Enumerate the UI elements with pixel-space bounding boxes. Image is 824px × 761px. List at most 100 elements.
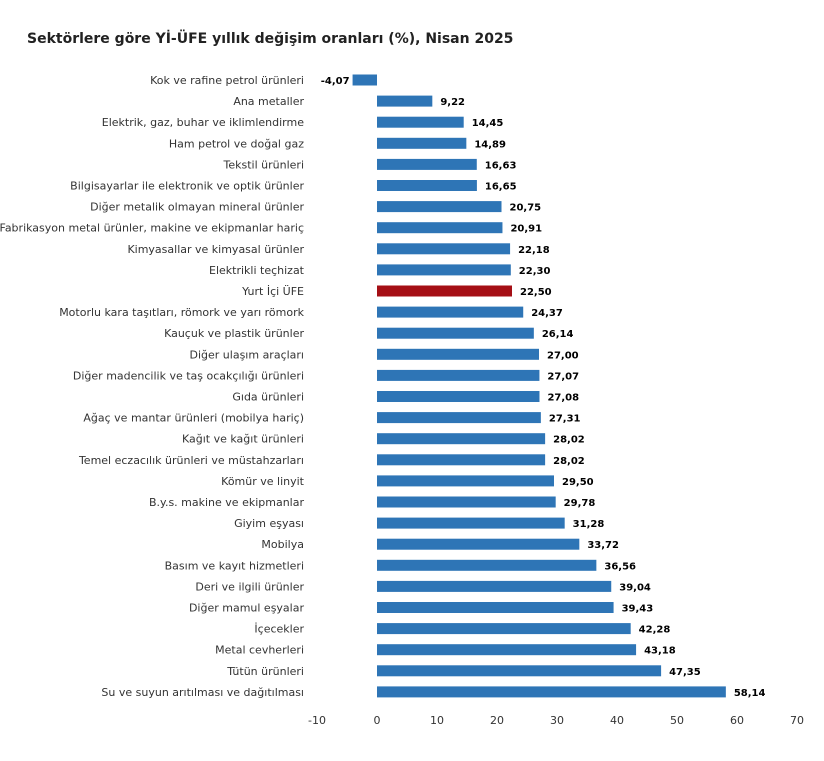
value-label: 28,02 <box>553 435 585 446</box>
bar <box>377 475 554 487</box>
category-label: Fabrikasyon metal ürünler, makine ve eki… <box>0 222 304 235</box>
category-label: B.y.s. makine ve ekipmanlar <box>149 496 304 509</box>
bar <box>377 137 467 149</box>
bar <box>377 348 539 360</box>
bar <box>377 538 580 550</box>
value-label: 29,78 <box>564 498 596 509</box>
category-label: Kauçuk ve plastik ürünler <box>164 327 304 340</box>
value-label: 27,08 <box>547 393 579 404</box>
category-label: Temel eczacılık ürünleri ve müstahzarlar… <box>78 454 304 467</box>
bar <box>377 644 637 656</box>
category-label: Diğer madencilik ve taş ocakçılığı ürünl… <box>73 369 304 382</box>
value-label: 14,89 <box>474 139 506 150</box>
bar <box>377 306 524 318</box>
bar <box>377 623 631 635</box>
bar <box>377 517 565 529</box>
value-label: 20,91 <box>510 224 542 235</box>
category-label: Ham petrol ve doğal gaz <box>169 137 304 150</box>
bar <box>377 95 433 107</box>
category-label: Elektrikli teçhizat <box>209 264 305 277</box>
bar <box>377 686 726 698</box>
value-label: 22,30 <box>519 266 551 277</box>
value-label: 33,72 <box>587 540 619 551</box>
bar <box>377 327 534 339</box>
bar <box>352 74 377 86</box>
category-label: Tekstil ürünleri <box>223 158 304 171</box>
value-label: 36,56 <box>604 561 636 572</box>
bar <box>377 369 540 381</box>
value-label: 27,31 <box>549 414 581 425</box>
category-label: Kömür ve linyit <box>221 475 305 488</box>
x-tick-label: 10 <box>430 714 444 727</box>
category-label: Diğer ulaşım araçları <box>190 348 305 361</box>
bar <box>377 222 503 234</box>
category-label: Ana metaller <box>233 95 304 108</box>
bar <box>377 602 614 613</box>
category-label: Su ve suyun arıtılması ve dağıtılması <box>101 686 304 699</box>
value-label: -4,07 <box>321 76 350 87</box>
value-label: 22,18 <box>518 245 550 256</box>
value-label: 14,45 <box>472 118 504 129</box>
category-label: Ağaç ve mantar ürünleri (mobilya hariç) <box>83 412 304 425</box>
category-label: Diğer metalik olmayan mineral ürünler <box>90 201 304 214</box>
chart-title: Sektörlere göre Yİ-ÜFE yıllık değişim or… <box>27 31 514 47</box>
bar <box>377 264 511 276</box>
category-label: Mobilya <box>261 538 304 551</box>
value-label: 16,63 <box>485 160 517 171</box>
bar <box>377 454 546 466</box>
plot-area: Kok ve rafine petrol ürünleri -4,07 Ana me… <box>0 74 804 727</box>
x-tick-label: 20 <box>490 714 504 727</box>
category-label: Elektrik, gaz, buhar ve iklimlendirme <box>102 116 304 129</box>
bar <box>377 285 512 297</box>
value-label: 39,43 <box>622 604 654 615</box>
x-tick-label: -10 <box>308 714 326 727</box>
value-label: 29,50 <box>562 477 594 488</box>
bar <box>377 391 540 402</box>
value-label: 42,28 <box>639 625 671 636</box>
bar <box>377 201 502 213</box>
value-label: 26,14 <box>542 329 574 340</box>
value-label: 39,04 <box>619 582 651 593</box>
bar <box>377 180 477 191</box>
x-tick-label: 30 <box>550 714 564 727</box>
bar <box>377 580 612 592</box>
value-label: 20,75 <box>510 203 542 214</box>
category-label: Giyim eşyası <box>234 517 304 530</box>
category-label: Kok ve rafine petrol ürünleri <box>150 74 304 87</box>
category-label: Tütün ürünleri <box>226 665 304 678</box>
bar <box>377 559 597 571</box>
value-label: 22,50 <box>520 287 552 298</box>
x-tick-label: 40 <box>610 714 624 727</box>
x-tick-label: 50 <box>670 714 684 727</box>
value-label: 47,35 <box>669 667 701 678</box>
category-label: Basım ve kayıt hizmetleri <box>165 559 304 572</box>
x-tick-label: 70 <box>790 714 804 727</box>
value-label: 24,37 <box>531 308 563 319</box>
bar <box>377 496 556 508</box>
value-label: 16,65 <box>485 182 517 193</box>
bar <box>377 665 662 677</box>
bar <box>377 158 477 170</box>
value-label: 27,07 <box>547 371 579 382</box>
category-label: Diğer mamul eşyalar <box>189 602 305 615</box>
category-label: Yurt İçi ÜFE <box>241 285 304 298</box>
value-label: 31,28 <box>573 519 605 530</box>
category-label: Motorlu kara taşıtları, römork ve yarı r… <box>59 306 304 319</box>
value-label: 27,00 <box>547 350 579 361</box>
category-label: Deri ve ilgili ürünler <box>195 580 304 593</box>
category-label: Metal cevherleri <box>215 644 304 657</box>
value-label: 28,02 <box>553 456 585 467</box>
bar <box>377 412 541 424</box>
value-label: 58,14 <box>734 688 766 699</box>
category-label: Bilgisayarlar ile elektronik ve optik ür… <box>70 180 304 193</box>
x-tick-label: 0 <box>374 714 381 727</box>
value-label: 9,22 <box>440 97 465 108</box>
value-label: 43,18 <box>644 646 676 657</box>
category-label: Kimyasallar ve kimyasal ürünler <box>127 243 304 256</box>
bar <box>377 243 511 255</box>
category-label: İçecekler <box>254 623 304 636</box>
category-label: Kağıt ve kağıt ürünleri <box>182 433 304 446</box>
category-label: Gıda ürünleri <box>232 391 304 404</box>
bar <box>377 116 464 128</box>
